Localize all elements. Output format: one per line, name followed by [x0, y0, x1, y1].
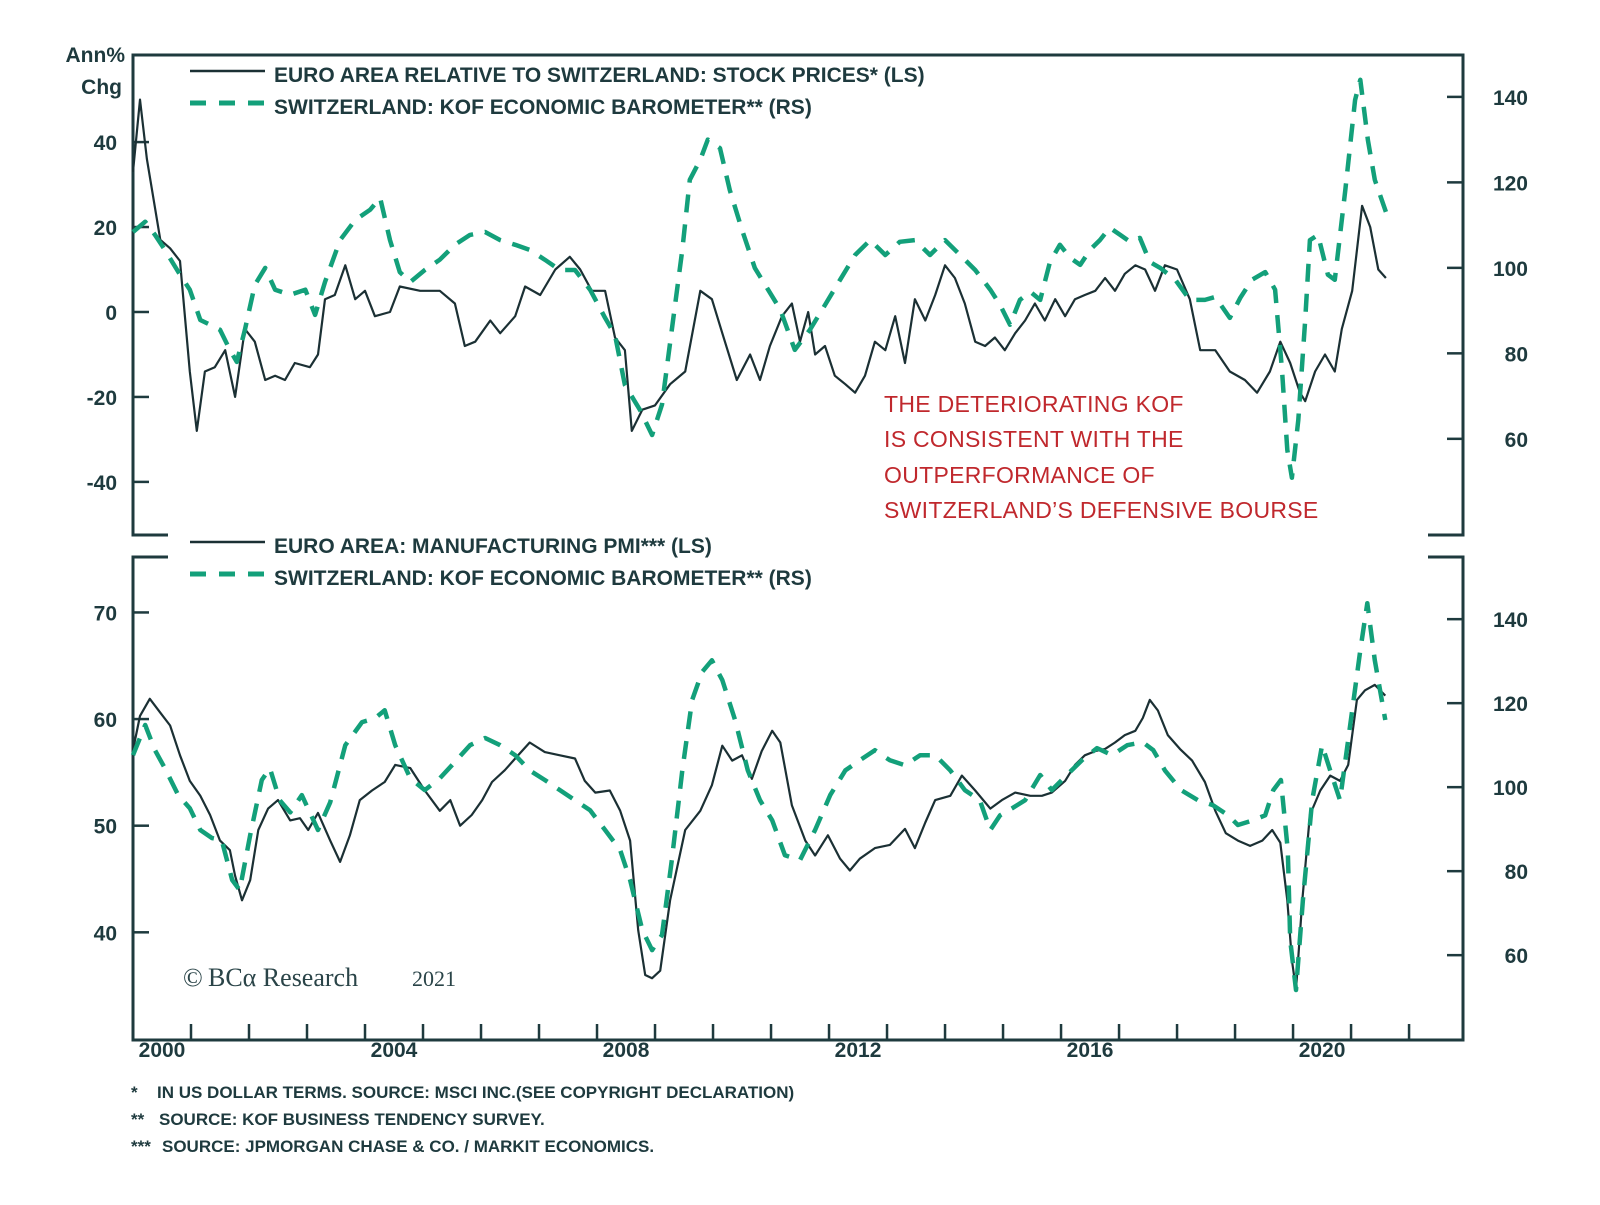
bottom-right-tick-label: 120 [1493, 693, 1528, 716]
bottom-panel-border [131, 555, 1465, 1042]
bottom-right-tick-label: 60 [1505, 945, 1528, 968]
annotation-line-1: THE DETERIORATING KOF [884, 391, 1184, 417]
copyright: © BCα Research 2021 [183, 963, 456, 992]
top-ylabel-line1: Ann% [66, 44, 126, 67]
top-left-tick-label: -40 [87, 472, 117, 495]
top-right-tick-label: 120 [1493, 172, 1528, 195]
top-ylabel-line2: Chg [81, 76, 122, 99]
bottom-right-tick-label: 140 [1493, 609, 1528, 632]
bottom-left-tick-label: 70 [94, 602, 117, 625]
annotation-line-3: OUTPERFORMANCE OF [884, 462, 1155, 488]
bottom-left-tick-label: 40 [94, 922, 117, 945]
bottom-left-axis: 70 60 50 40 [94, 602, 149, 945]
top-legend: EURO AREA RELATIVE TO SWITZERLAND: STOCK… [190, 64, 925, 119]
top-panel-border [131, 53, 1465, 537]
top-panel-frame [131, 53, 1465, 537]
top-left-axis: 40 20 0 -20 -40 [87, 132, 149, 495]
x-tick-label: 2000 [139, 1039, 186, 1062]
top-left-tick-label: 20 [94, 217, 117, 240]
bottom-left-tick-label: 50 [94, 816, 117, 839]
copyright-brand: BCα Research [208, 963, 358, 992]
bottom-left-tick-label: 60 [94, 709, 117, 732]
bottom-series-dashed [130, 600, 1388, 993]
legend-label-kof: SWITZERLAND: KOF ECONOMIC BAROMETER** (R… [274, 96, 812, 119]
copyright-symbol: © [183, 963, 203, 992]
footnote-3-text: SOURCE: JPMORGAN CHASE & CO. / MARKIT EC… [162, 1137, 654, 1156]
top-left-tick-label: 40 [94, 132, 117, 155]
x-tick-label: 2004 [371, 1039, 418, 1062]
x-tick-label: 2008 [603, 1039, 650, 1062]
legend-label-stock-prices: EURO AREA RELATIVE TO SWITZERLAND: STOCK… [274, 64, 925, 87]
annotation: THE DETERIORATING KOF IS CONSISTENT WITH… [884, 391, 1319, 523]
top-right-tick-label: 80 [1505, 343, 1528, 366]
x-tick-label: 2016 [1067, 1039, 1114, 1062]
bottom-right-axis: 140 120 100 80 60 [1447, 609, 1528, 968]
top-right-tick-label: 60 [1505, 429, 1528, 452]
footnote-1-text: IN US DOLLAR TERMS. SOURCE: MSCI INC.(SE… [157, 1083, 794, 1102]
top-right-tick-label: 100 [1493, 258, 1528, 281]
top-series-group [131, 77, 1389, 480]
footnote-2-marker: ** [131, 1110, 145, 1129]
annotation-line-2: IS CONSISTENT WITH THE [884, 426, 1184, 452]
footnote-3-marker: *** [131, 1137, 151, 1156]
legend-label-kof: SWITZERLAND: KOF ECONOMIC BAROMETER** (R… [274, 567, 812, 590]
bottom-series-group [130, 600, 1388, 993]
top-left-tick-label: -20 [87, 387, 117, 410]
top-right-axis: 140 120 100 80 60 [1447, 87, 1528, 452]
bottom-right-tick-label: 80 [1505, 861, 1528, 884]
bottom-panel-frame [131, 555, 1465, 1042]
x-axis: 2000 2004 2008 2012 2016 2020 [139, 1024, 1411, 1062]
copyright-year: 2021 [412, 966, 456, 991]
bottom-right-tick-label: 100 [1493, 777, 1528, 800]
top-series-solid [131, 98, 1387, 432]
top-series-dashed [131, 77, 1389, 480]
legend-label-pmi: EURO AREA: MANUFACTURING PMI*** (LS) [274, 535, 712, 558]
bottom-legend: EURO AREA: MANUFACTURING PMI*** (LS) SWI… [190, 535, 812, 590]
annotation-line-4: SWITZERLAND’S DEFENSIVE BOURSE [884, 497, 1319, 523]
footnote-1-marker: * [131, 1083, 138, 1102]
x-tick-label: 2020 [1299, 1039, 1346, 1062]
top-left-tick-label: 0 [105, 302, 117, 325]
x-tick-label: 2012 [835, 1039, 882, 1062]
top-right-tick-label: 140 [1493, 87, 1528, 110]
footnotes: * IN US DOLLAR TERMS. SOURCE: MSCI INC.(… [131, 1083, 794, 1156]
bottom-series-solid [131, 683, 1387, 992]
footnote-2-text: SOURCE: KOF BUSINESS TENDENCY SURVEY. [159, 1110, 545, 1129]
